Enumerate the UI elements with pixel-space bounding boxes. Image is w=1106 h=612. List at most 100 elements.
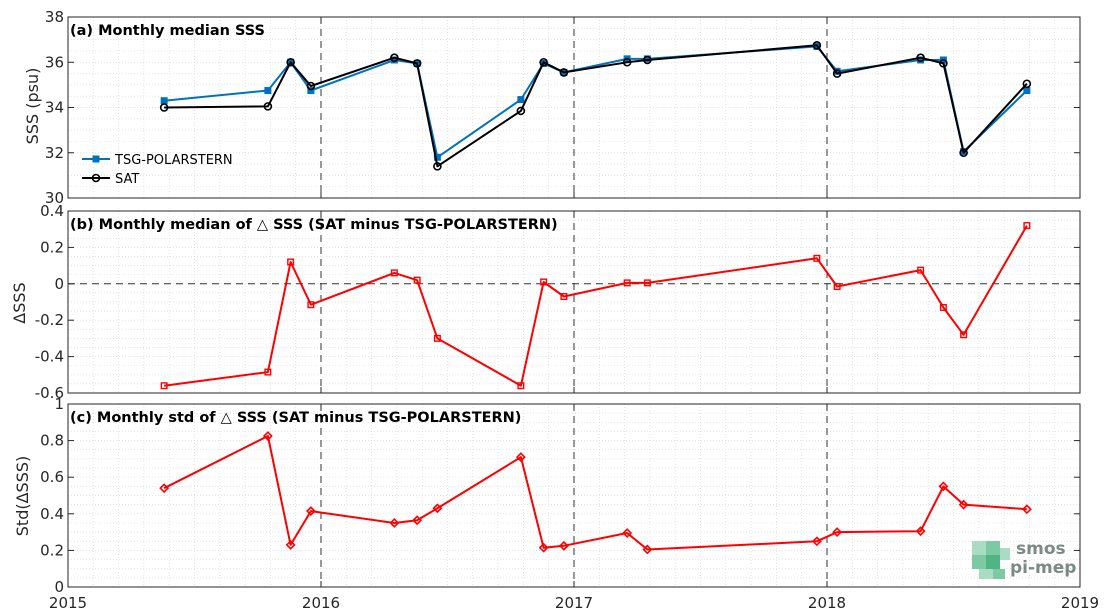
panel-c-ytick-label: 0.8	[40, 432, 64, 450]
grid-layer	[67, 16, 1081, 588]
panel-b-series-delta-point	[623, 279, 631, 287]
panel-c-xtick-label: 2018	[808, 594, 846, 612]
panel-b-ytick-label: -0.6	[35, 384, 64, 402]
panel-c-xtick-label: 2017	[555, 594, 593, 612]
panel-c-series-delta-point	[622, 528, 633, 538]
panel-a-series-sat-point	[539, 57, 548, 67]
panel-b-series-delta-point	[287, 258, 295, 266]
panel-a-series-sat-point	[959, 148, 968, 158]
panel-a-ytick-label: 32	[45, 144, 64, 162]
panel-a-series-tsg-polarstern-point	[160, 97, 168, 105]
legend-tsg-label: TSG-POLARSTERN	[114, 153, 233, 168]
panel-c-title: (c) Monthly std of △ SSS (SAT minus TSG-…	[70, 410, 521, 426]
legend-sat-marker	[91, 173, 101, 183]
panel-a-series-sat-point	[939, 59, 948, 68]
panel-b-ytick-label: -0.4	[35, 348, 64, 366]
panel-a-text: (a) Monthly median SSS SSS (psu)	[23, 23, 265, 144]
legend: TSG-POLARSTERN SAT	[82, 153, 233, 187]
panel-c-series-delta-point	[832, 527, 843, 538]
panel-b-ytick-label: 0.2	[40, 238, 64, 256]
panel-a-ytick-label: 34	[45, 99, 64, 117]
panel-c-series-delta-point	[432, 503, 443, 514]
panel-a-series-sat-point	[516, 106, 526, 116]
panel-a-series-sat-point	[643, 55, 652, 65]
panel-b-ytick-label: 0	[54, 275, 64, 293]
panel-c-ytick-label: 0.6	[40, 468, 64, 486]
panel-c-series-delta-point	[811, 536, 822, 547]
panel-b-ytick-label: -0.2	[35, 311, 64, 329]
panel-b-text: (b) Monthly median of △ SSS (SAT minus T…	[10, 217, 558, 324]
panel-c-series-delta-point	[938, 481, 949, 492]
cube-grid-icon	[972, 541, 1010, 579]
panel-a-series-tsg-polarstern-point	[517, 96, 525, 104]
panel-c-ytick-label: 0.4	[40, 505, 64, 523]
panel-c-series-delta-point	[305, 506, 316, 516]
panel-b-ylabel: ΔSSS	[10, 282, 29, 323]
panel-b-ytick-label: 0.4	[40, 202, 64, 220]
panel-c-series-delta-point	[515, 452, 526, 463]
panel-a-series-sat-point	[812, 40, 822, 50]
legend-sat-label: SAT	[115, 172, 139, 187]
panel-a-ytick-label: 38	[45, 8, 64, 26]
panel-b-series-delta-point	[433, 334, 441, 342]
panel-c-series-delta-point	[958, 499, 969, 510]
panel-a-series-sat-point	[622, 57, 632, 67]
panel-b-series-delta-point	[813, 254, 821, 262]
panel-a-series-sat-point	[412, 59, 422, 68]
panel-c-series-delta-point	[915, 526, 926, 537]
panel-b-series-delta-point	[643, 279, 651, 287]
panel-c-series-delta-point	[1021, 504, 1032, 515]
series-layer	[159, 40, 1032, 555]
panel-c-series-delta-point	[538, 542, 549, 553]
panel-b-series-delta-point	[939, 303, 947, 311]
smos-logo: smos pi-mep	[972, 539, 1076, 579]
panel-a-series-sat-point	[433, 162, 442, 171]
panel-a-series-sat-point	[390, 53, 399, 63]
panel-a-series-tsg-polarstern-point	[307, 87, 315, 95]
panel-a-ytick-label: 36	[45, 53, 64, 71]
panel-c-series-delta-point	[412, 515, 423, 526]
tick-labels-layer: 30 32 34 36 38 -0.6 -0.4 -0.2 0 0.2 0.4 0 0.2 0.4 0.6 0…	[35, 8, 1099, 612]
logo-text-pimep: pi-mep	[1010, 558, 1076, 578]
panel-c-xtick-label: 2015	[49, 594, 87, 612]
panel-a-series-sat-point	[1022, 79, 1032, 89]
panel-a-ytick-label: 30	[45, 189, 64, 207]
panel-c-series-delta-point	[389, 518, 400, 528]
axes-frames-layer	[67, 16, 1081, 588]
panel-c-ylabel: Std(ΔSSS)	[13, 456, 32, 536]
panel-a-series-sat-point	[263, 102, 273, 111]
panel-b-series-delta-point	[917, 266, 925, 274]
panel-c-ytick-label: 1	[54, 395, 64, 413]
panel-c-series-delta-point	[262, 431, 273, 441]
reference-lines-layer	[68, 17, 1080, 587]
panel-a-series-sat-point	[559, 68, 569, 77]
legend-tsg-marker	[92, 155, 100, 163]
panel-a-series-tsg-polarstern-point	[1023, 87, 1031, 95]
logo-text-smos: smos	[1016, 539, 1066, 559]
panel-b-series-delta-point	[390, 269, 398, 277]
panel-c-xtick-label: 2016	[302, 594, 340, 612]
panel-b-series-delta-point	[264, 368, 272, 376]
panel-b-series-delta-point	[413, 276, 421, 284]
panel-a-ylabel: SSS (psu)	[23, 68, 42, 145]
panel-a-series-sat-point	[159, 103, 169, 112]
panel-b-series-delta-point	[307, 301, 315, 309]
panel-b-series-delta-point	[1023, 222, 1031, 230]
panel-a-series-sat-point	[286, 57, 295, 67]
panel-b-series-delta-point	[833, 283, 841, 291]
panel-c-series-delta-line	[163, 435, 1027, 551]
panel-c-text: (c) Monthly std of △ SSS (SAT minus TSG-…	[13, 410, 521, 536]
panel-a-series-tsg-polarstern-point	[264, 87, 272, 95]
panel-b-series-delta-line	[163, 225, 1028, 387]
panel-b-series-delta-point	[540, 278, 548, 286]
panel-c-series-delta-point	[642, 544, 653, 555]
panel-b-series-delta-point	[960, 331, 968, 339]
panel-c-series-delta-point	[159, 483, 170, 494]
panel-b-series-delta-point	[560, 293, 568, 301]
panel-a-series-sat-point	[306, 81, 316, 91]
panel-b-series-delta-point	[517, 382, 525, 390]
panel-c-ytick-label: 0.2	[40, 541, 64, 559]
panel-c-series-delta-point	[285, 539, 296, 550]
panel-c-xtick-label: 2019	[1061, 594, 1099, 612]
